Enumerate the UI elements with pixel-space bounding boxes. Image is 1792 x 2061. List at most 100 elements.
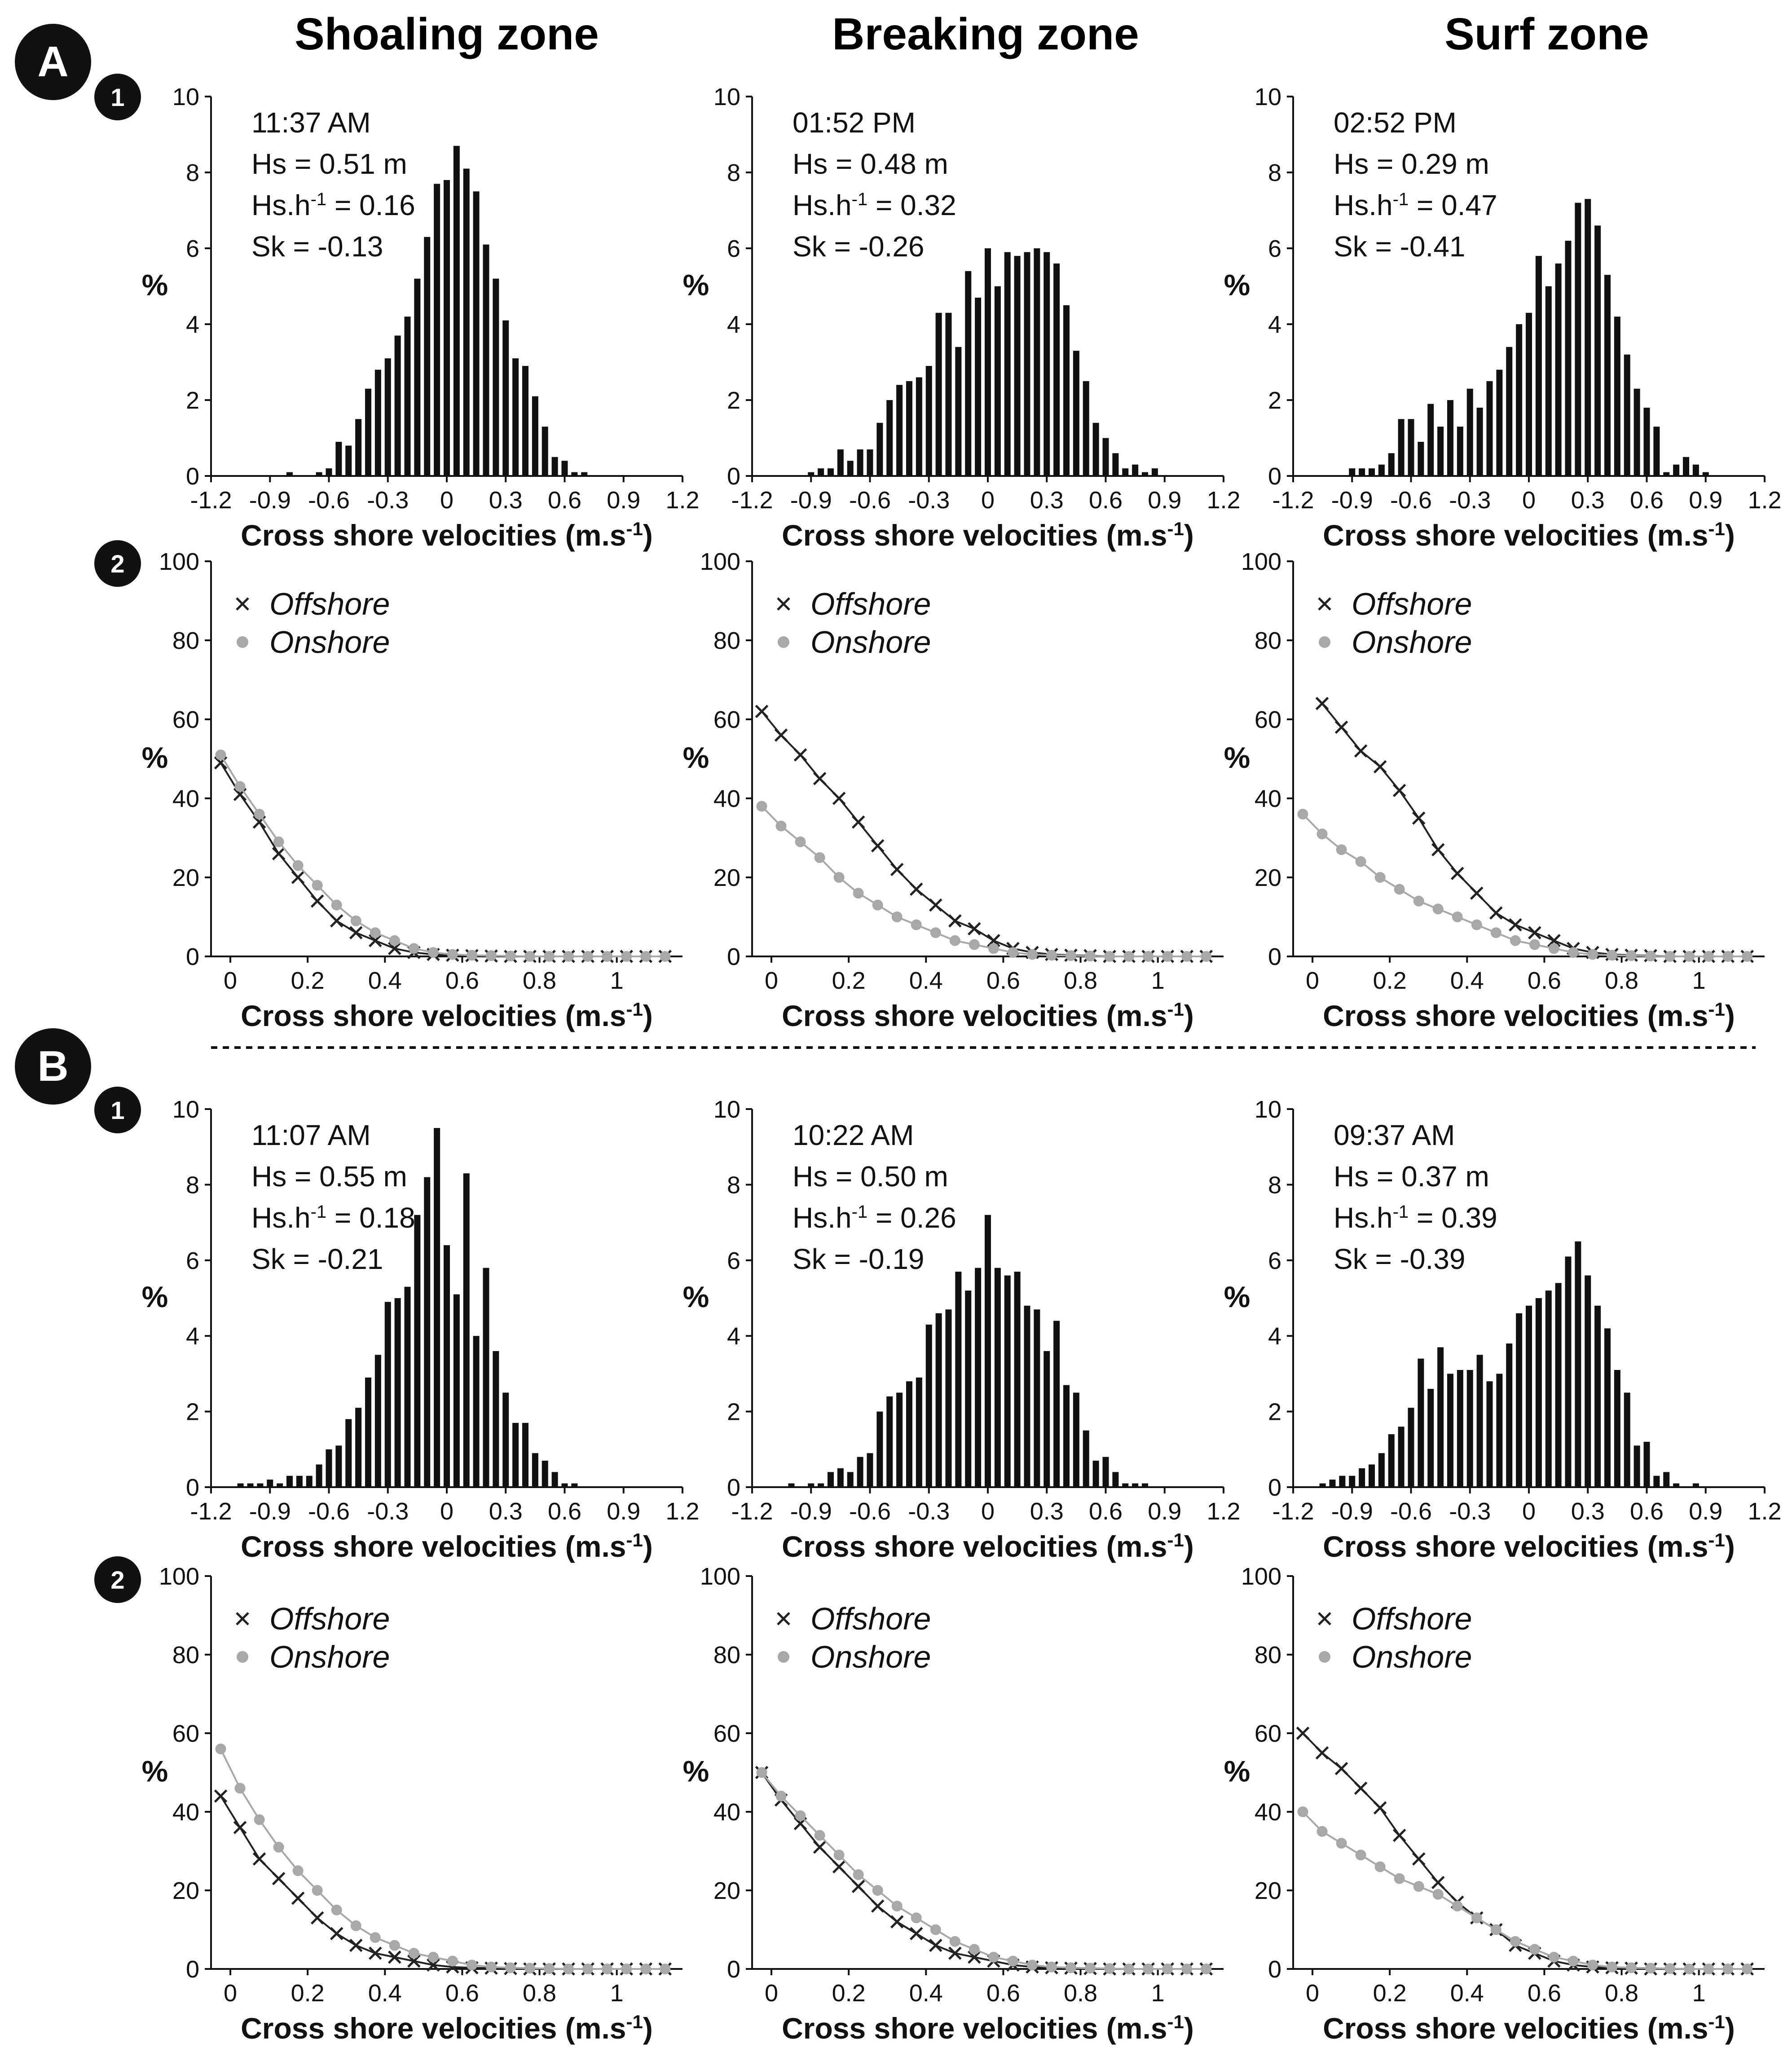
offshore-point bbox=[1315, 1746, 1329, 1760]
x-tick-label: 0 bbox=[440, 1498, 454, 1525]
histogram-bar bbox=[434, 1128, 440, 1487]
x-tick-label: 1 bbox=[610, 967, 624, 994]
onshore-point bbox=[1742, 1964, 1753, 1974]
offshore-series-line bbox=[1321, 703, 1748, 957]
y-tick-label: 0 bbox=[1268, 943, 1281, 970]
offshore-marker-stroke bbox=[832, 1860, 846, 1874]
y-tick-label: 80 bbox=[172, 1642, 199, 1669]
section-b-badge-label: B bbox=[37, 1042, 68, 1090]
offshore-point bbox=[369, 934, 382, 947]
histogram-bar bbox=[1427, 404, 1434, 476]
y-tick-label: 60 bbox=[1255, 706, 1281, 733]
section-a-exceed-badge bbox=[94, 540, 141, 587]
histogram-bar bbox=[542, 427, 548, 476]
y-tick-label: 4 bbox=[727, 1323, 740, 1350]
offshore-point bbox=[214, 756, 228, 770]
info-hs-h: Hs.h-1 = 0.18 bbox=[251, 1202, 415, 1234]
y-tick-label: 80 bbox=[713, 627, 740, 654]
onshore-point bbox=[1026, 949, 1038, 960]
histogram-bar bbox=[1388, 1434, 1395, 1487]
histogram-bar bbox=[1014, 1272, 1021, 1487]
offshore-marker-stroke bbox=[948, 914, 962, 928]
histogram-bar bbox=[1506, 347, 1513, 476]
onshore-point bbox=[814, 852, 825, 863]
onshore-point bbox=[1046, 1961, 1057, 1973]
legend-onshore-label: Onshore bbox=[1352, 1639, 1472, 1674]
onshore-point bbox=[1722, 951, 1734, 962]
histogram-bar bbox=[1575, 1241, 1581, 1487]
onshore-point bbox=[1567, 1955, 1579, 1967]
info-skewness: Sk = -0.13 bbox=[251, 230, 383, 263]
onshore-point bbox=[1664, 951, 1676, 962]
x-tick-label: 1 bbox=[1151, 1980, 1165, 2007]
offshore-point bbox=[890, 863, 904, 876]
onshore-point bbox=[853, 888, 864, 899]
onshore-point bbox=[621, 1964, 632, 1974]
onshore-point bbox=[505, 1962, 516, 1973]
onshore-point bbox=[891, 912, 903, 922]
offshore-point bbox=[349, 926, 363, 939]
histogram-bar bbox=[453, 1294, 460, 1487]
offshore-point bbox=[1354, 744, 1368, 758]
histogram-bar bbox=[975, 297, 982, 476]
onshore-point bbox=[524, 1963, 536, 1974]
histogram-bar bbox=[788, 1483, 795, 1487]
onshore-point bbox=[447, 949, 458, 960]
histogram-bar bbox=[906, 1381, 912, 1487]
info-hs: Hs = 0.55 m bbox=[251, 1160, 407, 1193]
histogram-bar bbox=[985, 1215, 991, 1487]
offshore-point bbox=[871, 839, 885, 853]
onshore-point bbox=[1026, 1960, 1038, 1971]
histogram-bar bbox=[935, 313, 942, 476]
onshore-point bbox=[1394, 1873, 1405, 1884]
histogram-bar bbox=[945, 1309, 952, 1487]
histogram-bar bbox=[1349, 468, 1356, 476]
onshore-point bbox=[1007, 947, 1018, 958]
y-axis-label: % bbox=[1224, 1755, 1250, 1788]
legend-marker-stroke bbox=[777, 1612, 790, 1625]
y-tick-label: 0 bbox=[186, 943, 199, 970]
onshore-point bbox=[1742, 951, 1753, 962]
histogram-bar bbox=[335, 1445, 342, 1487]
histogram-bar bbox=[847, 1472, 854, 1487]
chart-B2-breaking: 0 20 40 60 80 100 0 0.2 0.4 0.6 0.8 1% Cross shore v… bbox=[683, 1563, 1224, 2045]
x-tick-label: 0 bbox=[1522, 1498, 1536, 1525]
offshore-series-line bbox=[761, 711, 1206, 957]
y-tick-label: 20 bbox=[713, 864, 740, 891]
histogram-bar bbox=[365, 1377, 371, 1487]
offshore-point bbox=[1334, 1762, 1348, 1775]
x-tick-label: 0.6 bbox=[1089, 487, 1123, 514]
offshore-point bbox=[813, 772, 827, 785]
info-time: 10:22 AM bbox=[793, 1119, 914, 1151]
offshore-marker-stroke bbox=[929, 898, 942, 912]
onshore-point bbox=[312, 1885, 323, 1896]
onshore-point bbox=[292, 1865, 304, 1876]
histogram-bar bbox=[316, 1464, 322, 1487]
x-tick-label: 1 bbox=[1692, 967, 1706, 994]
onshore-point bbox=[911, 1912, 922, 1924]
histogram-bar bbox=[1643, 407, 1650, 476]
onshore-point bbox=[485, 950, 497, 961]
y-tick-label: 40 bbox=[172, 1799, 199, 1826]
y-tick-label: 40 bbox=[1255, 1799, 1281, 1826]
y-tick-label: 2 bbox=[1268, 387, 1281, 414]
histogram-bar bbox=[925, 1324, 932, 1487]
offshore-marker-stroke bbox=[349, 1938, 363, 1952]
onshore-point bbox=[505, 951, 516, 962]
chart-A1-surf: 0 2 4 6 8 10 -1.2 -0.9 -0.6 -0.3 0 0.3 0.6 0.9 1.2% Cro… bbox=[1224, 84, 1782, 552]
onshore-point bbox=[872, 1885, 883, 1896]
histogram-bar bbox=[1683, 457, 1689, 476]
histogram-bar bbox=[1486, 381, 1493, 476]
histogram-bar bbox=[384, 358, 391, 476]
legend-onshore-marker bbox=[778, 636, 789, 648]
histogram-bar bbox=[1486, 1381, 1493, 1487]
offshore-marker-stroke bbox=[427, 1958, 440, 1972]
histogram-bar bbox=[876, 1411, 883, 1487]
x-tick-label: 0.6 bbox=[548, 487, 581, 514]
x-tick-label: 0 bbox=[224, 1980, 237, 2007]
legend-offshore-marker bbox=[236, 597, 249, 611]
histogram-bar bbox=[1349, 1475, 1356, 1487]
offshore-point bbox=[1489, 906, 1503, 920]
offshore-marker-stroke bbox=[310, 1911, 324, 1925]
